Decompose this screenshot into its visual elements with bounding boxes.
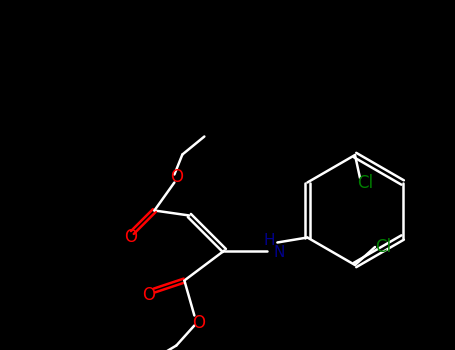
Text: H: H [263,233,275,248]
Text: O: O [170,168,183,187]
Text: Cl: Cl [357,174,373,192]
Text: O: O [142,286,155,303]
Text: N: N [273,245,285,260]
Text: O: O [192,315,205,332]
Text: O: O [124,228,137,245]
Text: Cl: Cl [375,238,391,256]
